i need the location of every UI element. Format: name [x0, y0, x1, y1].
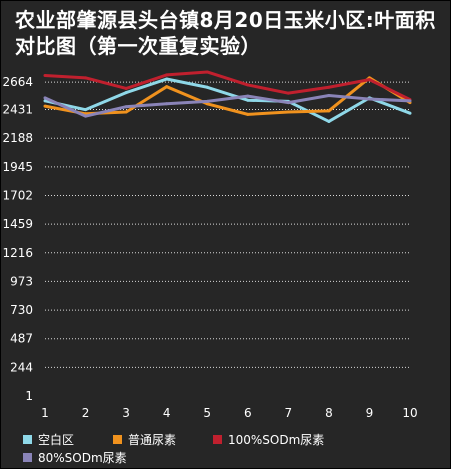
series-line-1 [44, 77, 411, 123]
x-tick-label: 1 [41, 406, 49, 420]
data-point [246, 112, 250, 116]
legend-label: 100%SODm尿素 [228, 433, 324, 447]
y-axis-ticks: 1 244 487 730 973 1216 1459 1702 1945 2188 2431 266… [2, 75, 33, 403]
data-point [246, 98, 250, 102]
data-point [367, 78, 371, 82]
x-tick-label: 9 [366, 406, 374, 420]
data-point [205, 102, 209, 106]
series-line-3 [44, 70, 411, 101]
y-tick-label: 1 [25, 389, 33, 403]
data-point [286, 101, 290, 105]
x-tick-label: 3 [122, 406, 130, 420]
data-point [124, 105, 128, 109]
data-point [43, 104, 47, 108]
legend-label: 80%SODm尿素 [38, 451, 127, 465]
gridlines [45, 81, 410, 368]
data-point [286, 91, 290, 95]
legend: 空白区 普通尿素 100%SODm尿素 80%SODm尿素 [23, 432, 324, 465]
y-tick-label: 2188 [2, 131, 33, 145]
y-tick-label: 730 [10, 303, 33, 317]
data-point [205, 85, 209, 89]
y-tick-label: 1216 [2, 246, 33, 260]
data-point [43, 73, 47, 77]
data-point [165, 77, 169, 81]
data-point [408, 111, 412, 115]
legend-swatch [23, 435, 32, 444]
data-point [327, 109, 331, 113]
y-tick-label: 1459 [2, 217, 33, 231]
data-point [327, 119, 331, 123]
x-tick-label: 10 [402, 406, 417, 420]
data-point [165, 102, 169, 106]
y-tick-label: 973 [10, 274, 33, 288]
data-point [84, 108, 88, 112]
data-point [43, 99, 47, 103]
data-point [327, 94, 331, 98]
series-line-4 [44, 94, 411, 118]
x-axis-ticks: 1 2 3 4 5 6 7 8 9 10 [41, 406, 417, 420]
data-point [124, 91, 128, 95]
legend-label: 空白区 [38, 432, 74, 447]
legend-label: 普通尿素 [128, 433, 176, 447]
data-point [246, 83, 250, 87]
y-tick-label: 244 [10, 360, 33, 374]
data-point [327, 85, 331, 89]
data-point [84, 114, 88, 118]
x-tick-label: 2 [82, 406, 90, 420]
x-tick-label: 6 [244, 406, 252, 420]
data-point [165, 85, 169, 89]
x-tick-label: 5 [203, 406, 211, 420]
series-lines [43, 70, 412, 123]
data-point [408, 99, 412, 103]
data-point [43, 96, 47, 100]
data-point [124, 86, 128, 90]
data-point [367, 97, 371, 101]
legend-swatch [113, 435, 122, 444]
y-tick-label: 2664 [2, 75, 33, 89]
y-tick-label: 2431 [2, 103, 33, 117]
data-point [165, 73, 169, 77]
x-tick-label: 4 [163, 406, 171, 420]
x-tick-label: 7 [285, 406, 293, 420]
x-tick-label: 8 [325, 406, 333, 420]
chart-title: 农业部肇源县头台镇8月20日玉米小区:叶面积对比图（第一次重复实验） [15, 8, 436, 58]
y-tick-label: 1702 [2, 188, 33, 202]
data-point [84, 76, 88, 80]
y-tick-label: 1945 [2, 160, 33, 174]
data-point [246, 94, 250, 98]
data-point [205, 70, 209, 74]
data-point [205, 99, 209, 103]
legend-swatch [23, 453, 32, 462]
data-point [124, 110, 128, 114]
legend-swatch [213, 435, 222, 444]
y-tick-label: 487 [10, 332, 33, 346]
data-point [286, 110, 290, 114]
